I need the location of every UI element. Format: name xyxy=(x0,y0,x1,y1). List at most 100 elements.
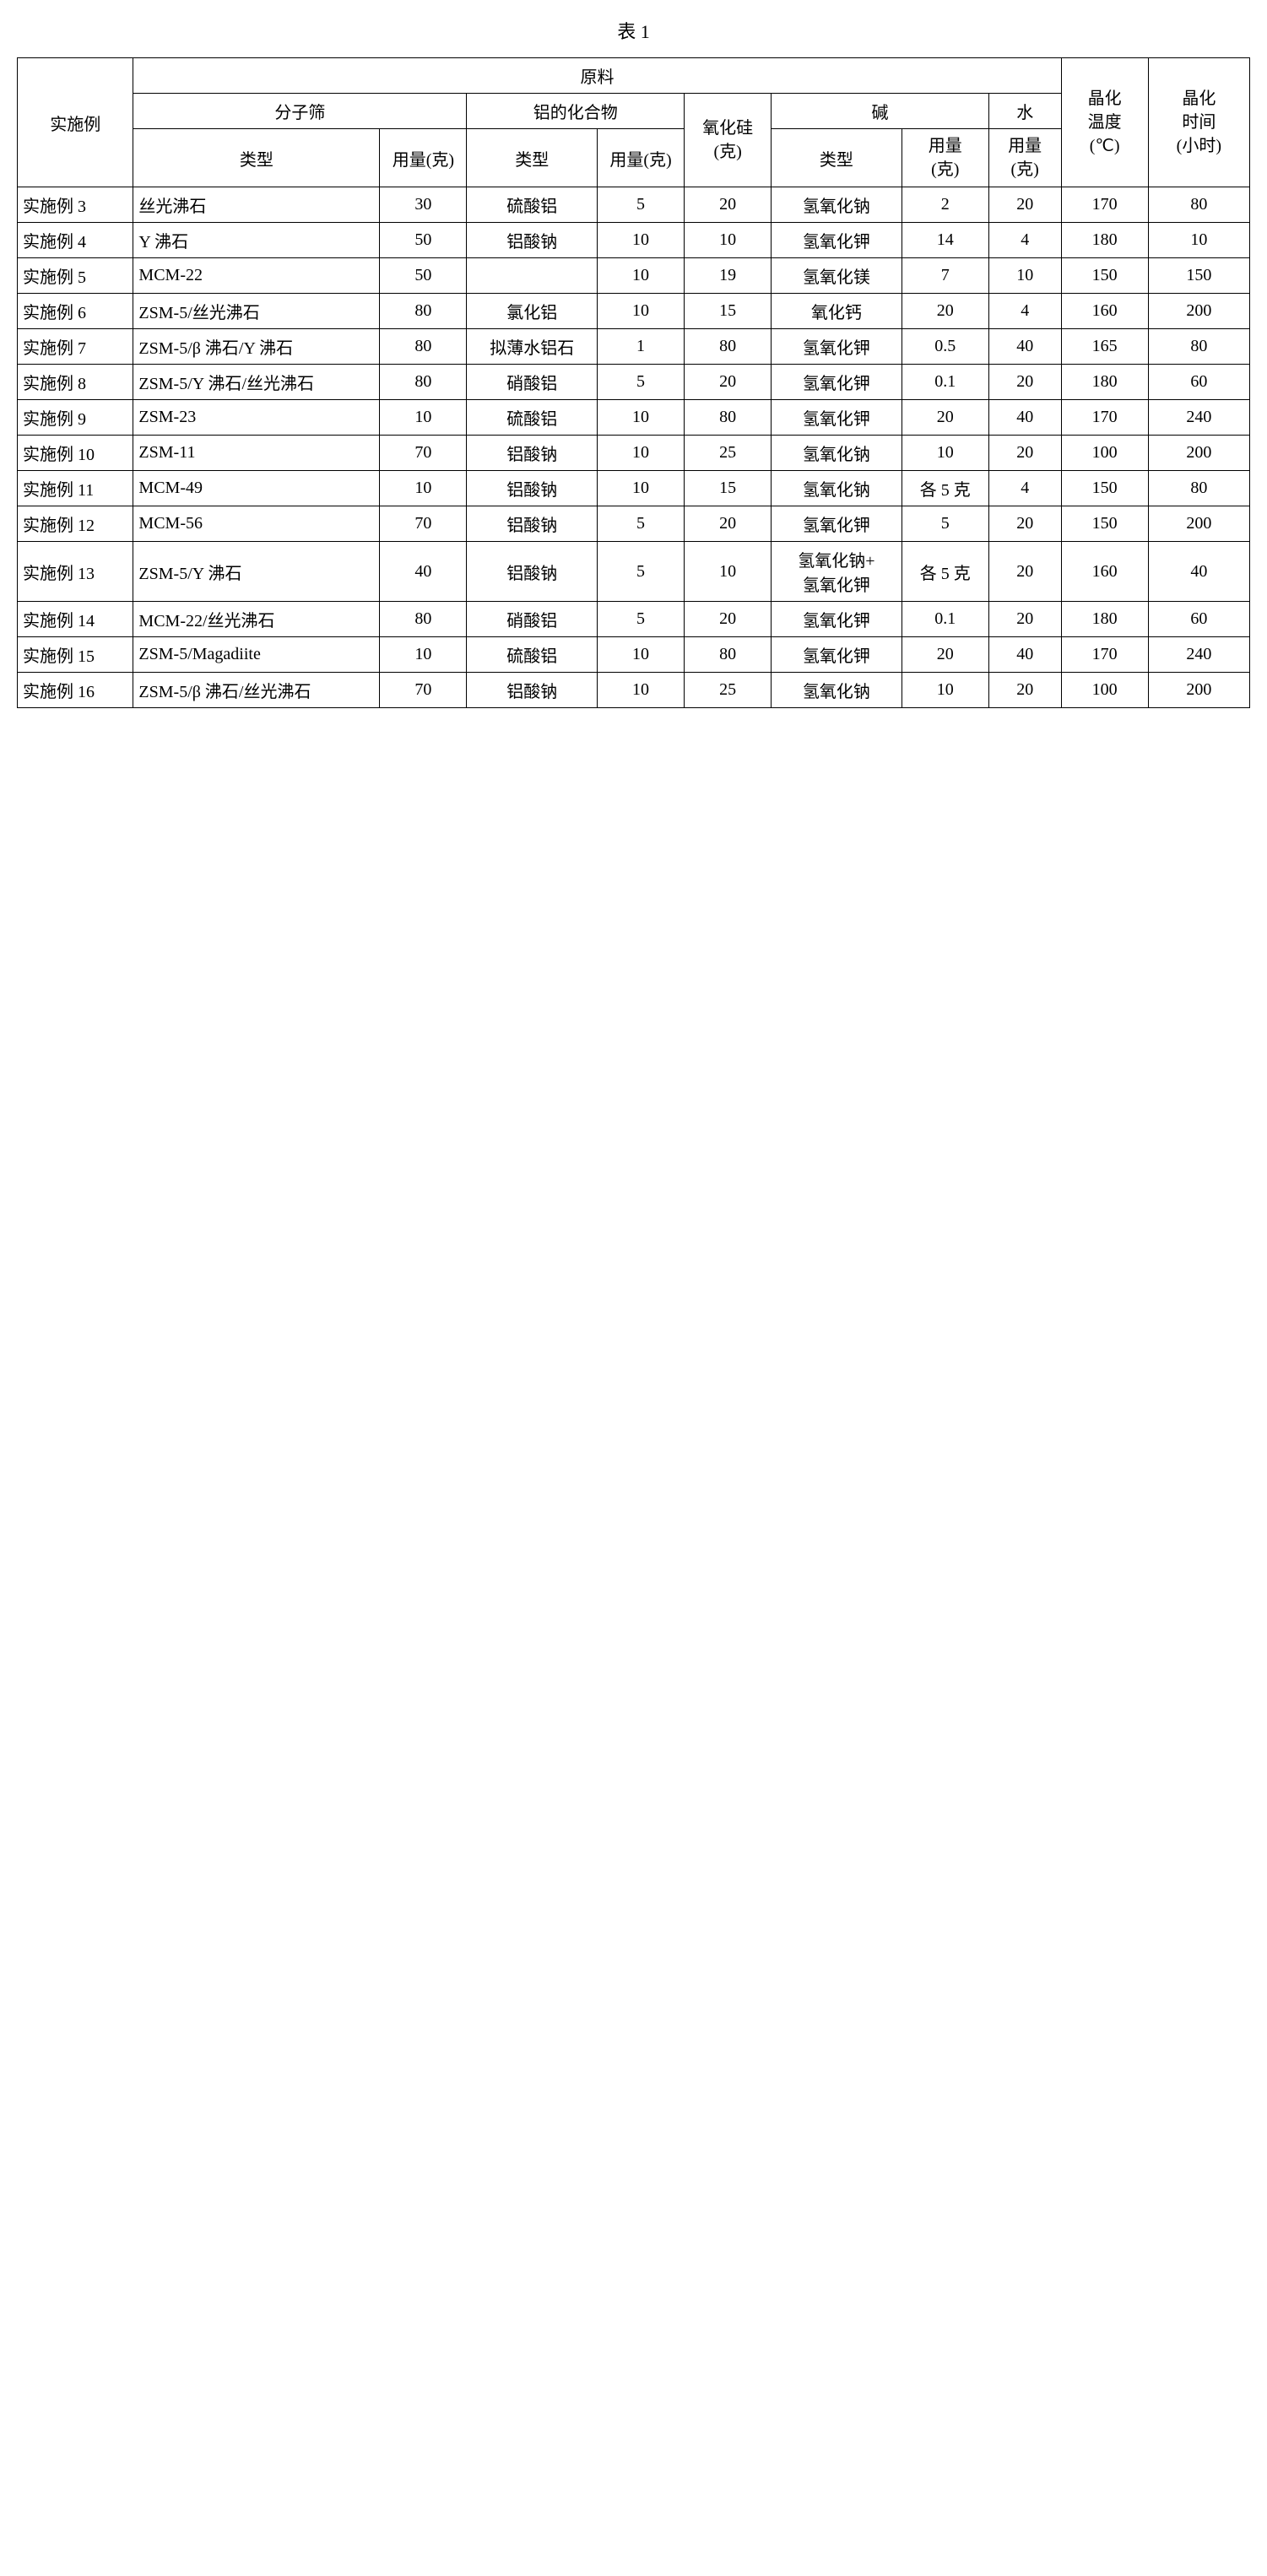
table-title: 表 1 xyxy=(17,17,1250,44)
table-body: 实施例 3丝光沸石30硫酸铝520氢氧化钠22017080实施例 4Y 沸石50… xyxy=(18,187,1250,708)
table-row: 实施例 8ZSM-5/Y 沸石/丝光沸石80硝酸铝520氢氧化钾0.120180… xyxy=(18,365,1250,400)
cell-al-type: 铝酸钠 xyxy=(467,223,598,258)
cell-water: 4 xyxy=(988,471,1061,506)
cell-water: 40 xyxy=(988,329,1061,365)
cell-si: 80 xyxy=(685,637,772,673)
cell-si: 15 xyxy=(685,471,772,506)
cell-sieve-type: ZSM-5/Magadiite xyxy=(133,637,380,673)
cell-si: 80 xyxy=(685,329,772,365)
cell-base-amt: 0.1 xyxy=(902,365,988,400)
cell-al-type: 硝酸铝 xyxy=(467,365,598,400)
table-row: 实施例 4Y 沸石50铝酸钠1010氢氧化钾14418010 xyxy=(18,223,1250,258)
cell-water: 20 xyxy=(988,602,1061,637)
cell-time: 80 xyxy=(1148,471,1249,506)
cell-time: 240 xyxy=(1148,637,1249,673)
cell-base-type: 氧化钙 xyxy=(772,294,902,329)
cell-sieve-type: MCM-49 xyxy=(133,471,380,506)
cell-temp: 150 xyxy=(1061,506,1148,542)
cell-example: 实施例 10 xyxy=(18,436,133,471)
table-row: 实施例 9ZSM-2310硫酸铝1080氢氧化钾2040170240 xyxy=(18,400,1250,436)
cell-base-type: 氢氧化钠+氢氧化钾 xyxy=(772,542,902,602)
cell-al-type: 铝酸钠 xyxy=(467,471,598,506)
header-temp: 晶化 温度 (℃) xyxy=(1061,58,1148,187)
header-temp-l1: 晶化 xyxy=(1088,89,1122,108)
cell-time: 200 xyxy=(1148,506,1249,542)
cell-si: 20 xyxy=(685,602,772,637)
header-sieve: 分子筛 xyxy=(133,94,467,129)
cell-water: 20 xyxy=(988,673,1061,708)
cell-temp: 165 xyxy=(1061,329,1148,365)
cell-al-amt: 10 xyxy=(598,673,685,708)
cell-al-amt: 10 xyxy=(598,400,685,436)
cell-al-amt: 10 xyxy=(598,471,685,506)
cell-base-type: 氢氧化钾 xyxy=(772,602,902,637)
cell-al-type: 氯化铝 xyxy=(467,294,598,329)
header-al-type: 类型 xyxy=(467,129,598,187)
cell-example: 实施例 11 xyxy=(18,471,133,506)
cell-si: 25 xyxy=(685,673,772,708)
cell-al-amt: 5 xyxy=(598,187,685,223)
cell-example: 实施例 4 xyxy=(18,223,133,258)
cell-temp: 160 xyxy=(1061,294,1148,329)
cell-base-amt: 各 5 克 xyxy=(902,471,988,506)
cell-al-type: 硝酸铝 xyxy=(467,602,598,637)
cell-al-type: 铝酸钠 xyxy=(467,542,598,602)
cell-time: 150 xyxy=(1148,258,1249,294)
table-row: 实施例 12MCM-5670铝酸钠520氢氧化钾520150200 xyxy=(18,506,1250,542)
cell-sieve-amt: 10 xyxy=(380,471,467,506)
header-water: 水 xyxy=(988,94,1061,129)
cell-base-amt: 10 xyxy=(902,436,988,471)
cell-time: 60 xyxy=(1148,365,1249,400)
cell-base-type: 氢氧化钠 xyxy=(772,436,902,471)
cell-sieve-type: MCM-22 xyxy=(133,258,380,294)
table-header: 实施例 原料 晶化 温度 (℃) 晶化 时间 (小时) 分子筛 铝的化合物 氧化… xyxy=(18,58,1250,187)
cell-base-amt: 0.1 xyxy=(902,602,988,637)
cell-temp: 150 xyxy=(1061,471,1148,506)
cell-base-amt: 20 xyxy=(902,637,988,673)
cell-sieve-amt: 10 xyxy=(380,400,467,436)
cell-base-type: 氢氧化钠 xyxy=(772,187,902,223)
cell-si: 19 xyxy=(685,258,772,294)
cell-sieve-amt: 80 xyxy=(380,602,467,637)
cell-si: 10 xyxy=(685,542,772,602)
header-si-oxide: 氧化硅 (克) xyxy=(685,94,772,187)
header-base-amt-l1: 用量 xyxy=(929,137,962,155)
cell-water: 10 xyxy=(988,258,1061,294)
cell-sieve-amt: 80 xyxy=(380,329,467,365)
cell-si: 20 xyxy=(685,506,772,542)
cell-al-amt: 5 xyxy=(598,506,685,542)
cell-water: 4 xyxy=(988,294,1061,329)
cell-base-type: 氢氧化钠 xyxy=(772,673,902,708)
header-row-1: 实施例 原料 晶化 温度 (℃) 晶化 时间 (小时) xyxy=(18,58,1250,94)
cell-sieve-type: ZSM-5/β 沸石/Y 沸石 xyxy=(133,329,380,365)
cell-base-type: 氢氧化钾 xyxy=(772,637,902,673)
cell-water: 4 xyxy=(988,223,1061,258)
cell-base-amt: 5 xyxy=(902,506,988,542)
cell-al-amt: 5 xyxy=(598,542,685,602)
cell-example: 实施例 12 xyxy=(18,506,133,542)
cell-sieve-amt: 30 xyxy=(380,187,467,223)
header-base: 碱 xyxy=(772,94,989,129)
cell-base-amt: 各 5 克 xyxy=(902,542,988,602)
cell-example: 实施例 15 xyxy=(18,637,133,673)
cell-example: 实施例 3 xyxy=(18,187,133,223)
cell-time: 200 xyxy=(1148,436,1249,471)
cell-sieve-amt: 70 xyxy=(380,506,467,542)
cell-temp: 170 xyxy=(1061,637,1148,673)
header-water-amt-unit: (克) xyxy=(1011,160,1039,179)
cell-al-amt: 10 xyxy=(598,258,685,294)
cell-si: 25 xyxy=(685,436,772,471)
cell-base-type: 氢氧化钾 xyxy=(772,400,902,436)
cell-si: 20 xyxy=(685,187,772,223)
cell-water: 40 xyxy=(988,400,1061,436)
cell-si: 80 xyxy=(685,400,772,436)
header-water-amt: 用量 (克) xyxy=(988,129,1061,187)
cell-time: 40 xyxy=(1148,542,1249,602)
cell-al-amt: 10 xyxy=(598,637,685,673)
cell-al-type: 硫酸铝 xyxy=(467,187,598,223)
cell-water: 20 xyxy=(988,187,1061,223)
header-base-amt: 用量 (克) xyxy=(902,129,988,187)
cell-base-amt: 0.5 xyxy=(902,329,988,365)
cell-water: 20 xyxy=(988,365,1061,400)
cell-time: 80 xyxy=(1148,329,1249,365)
